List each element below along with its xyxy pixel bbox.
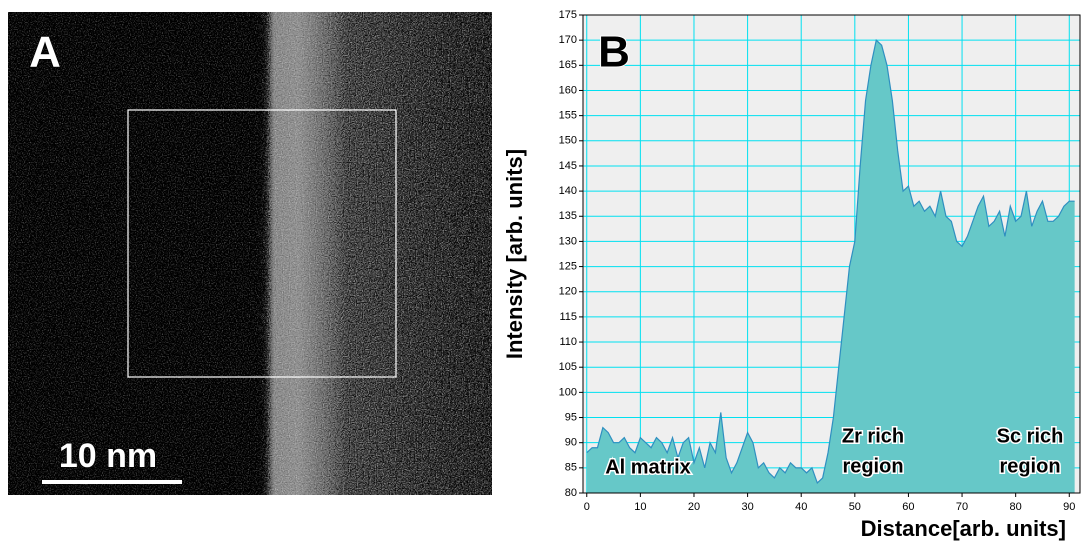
- selection-box: [127, 109, 397, 378]
- x-axis-title: Distance[arb. units]: [861, 516, 1066, 541]
- x-tick-label: 30: [741, 501, 753, 513]
- panel-label: B: [598, 28, 630, 77]
- y-tick-label: 170: [559, 34, 577, 46]
- y-tick-label: 145: [559, 160, 577, 172]
- y-axis-title: Intensity [arb. units]: [502, 149, 527, 359]
- y-tick-label: 95: [565, 411, 577, 423]
- y-tick-label: 85: [565, 462, 577, 474]
- panel-label: A: [29, 28, 61, 77]
- y-tick-label: 105: [559, 361, 577, 373]
- micrograph-panel: 10 nm A: [8, 12, 492, 495]
- y-tick-label: 120: [559, 286, 577, 298]
- y-tick-label: 155: [559, 110, 577, 122]
- x-tick-label: 20: [688, 501, 700, 513]
- scale-bar-label: 10 nm: [59, 437, 157, 475]
- y-tick-label: 135: [559, 210, 577, 222]
- y-tick-label: 80: [565, 487, 577, 499]
- y-tick-label: 125: [559, 260, 577, 272]
- annotation: region: [999, 455, 1060, 477]
- annotation: Sc rich: [997, 425, 1064, 447]
- x-tick-label: 90: [1063, 501, 1075, 513]
- line: [586, 38, 1075, 485]
- x-tick-label: 70: [956, 501, 968, 513]
- annotation: region: [842, 455, 903, 477]
- chart: 8085909510010511011512012513013514014515…: [502, 9, 1081, 541]
- y-tick-label: 90: [565, 437, 577, 449]
- y-tick-label: 110: [559, 336, 577, 348]
- y-tick-label: 165: [559, 59, 577, 71]
- area: [586, 40, 1075, 493]
- x-tick-label: 10: [634, 501, 646, 513]
- y-tick-label: 175: [559, 9, 577, 21]
- y-tick-label: 100: [559, 386, 577, 398]
- plot-frame: [582, 14, 1081, 494]
- y-tick-label: 160: [559, 84, 577, 96]
- x-tick-label: 0: [584, 501, 590, 513]
- x-tick-label: 60: [902, 501, 914, 513]
- y-tick-label: 115: [559, 311, 577, 323]
- y-tick-label: 130: [559, 235, 577, 247]
- x-tick-label: 50: [849, 501, 861, 513]
- y-tick-label: 150: [559, 135, 577, 147]
- annotation: Al matrix: [605, 456, 691, 478]
- y-tick-label: 140: [559, 185, 577, 197]
- x-tick-label: 80: [1010, 501, 1022, 513]
- x-tick-label: 40: [795, 501, 807, 513]
- micrograph: [8, 12, 492, 495]
- annotation: Zr rich: [842, 425, 904, 447]
